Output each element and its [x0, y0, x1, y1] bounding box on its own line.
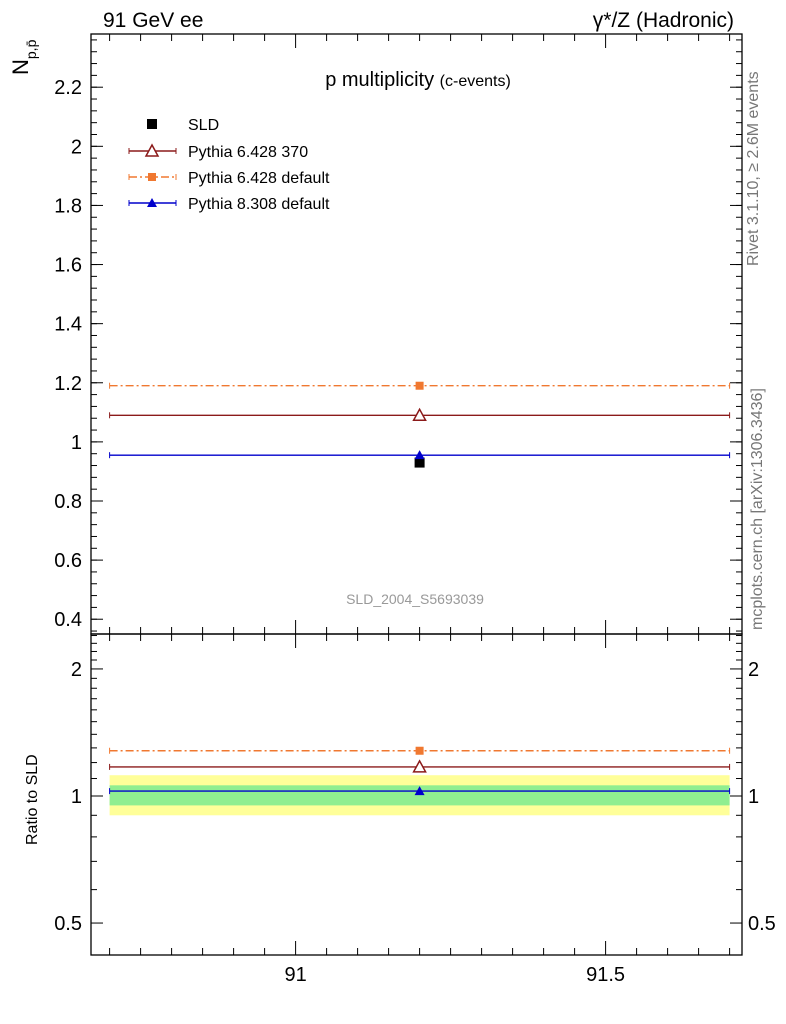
legend-marker — [148, 173, 156, 181]
legend-label: Pythia 6.428 default — [188, 170, 330, 187]
y-tick-label: 1.6 — [54, 255, 82, 277]
y-tick-label: 0.5 — [54, 913, 82, 935]
y-tick-label: 1 — [71, 786, 82, 808]
legend-marker — [144, 143, 160, 157]
uncertainty-band-inner — [109, 785, 730, 806]
y-tick-label-right: 1 — [748, 786, 759, 808]
chart-title: p multiplicity (c-events) — [325, 69, 511, 91]
legend-marker — [147, 119, 157, 129]
main-panel: 0.4 0.6 0.8 1 1.2 1.4 1.6 1.8 2 2.2 Np,p̄ p multipl… — [8, 33, 743, 635]
y-tick-label: 1.8 — [54, 195, 82, 217]
y-tick-label: 0.6 — [54, 550, 82, 572]
legend-label: SLD — [188, 117, 219, 134]
data-point — [414, 450, 425, 460]
x-tick-label: 91.5 — [586, 964, 625, 986]
legend-label: Pythia 8.308 default — [188, 196, 330, 213]
ratio-panel: 0.5 0.5 1 1 2 2 91 91.5 Ratio to SLD — [24, 633, 776, 986]
y-tick-label: 0.4 — [54, 609, 82, 631]
header-right: γ*/Z (Hadronic) — [592, 9, 734, 32]
y-tick-label: 1.4 — [54, 314, 82, 336]
ratio-point — [415, 746, 424, 755]
y-axis-label: Np,p̄ — [8, 39, 39, 75]
x-tick-label: 91 — [284, 964, 306, 986]
data-point — [412, 407, 427, 422]
header-left: 91 GeV ee — [103, 9, 204, 32]
data-point — [415, 381, 424, 390]
y-tick-label: 2 — [71, 659, 82, 681]
y-tick-label: 2 — [71, 136, 82, 158]
y-tick-label: 1 — [71, 432, 82, 454]
y-tick-label: 0.8 — [54, 491, 82, 513]
ratio-axis-label: Ratio to SLD — [24, 754, 41, 845]
legend-marker — [147, 198, 157, 207]
y-tick-label-right: 0.5 — [748, 913, 776, 935]
data-point — [414, 457, 425, 468]
ratio-point — [414, 786, 425, 796]
y-tick-label: 1.2 — [54, 373, 82, 395]
y-tick-label-right: 2 — [748, 659, 759, 681]
analysis-watermark: SLD_2004_S5693039 — [346, 591, 484, 607]
legend-label: Pythia 6.428 370 — [188, 144, 308, 161]
ratio-frame — [90, 633, 743, 956]
y-tick-label: 2.2 — [54, 77, 82, 99]
ratio-point — [412, 759, 427, 773]
